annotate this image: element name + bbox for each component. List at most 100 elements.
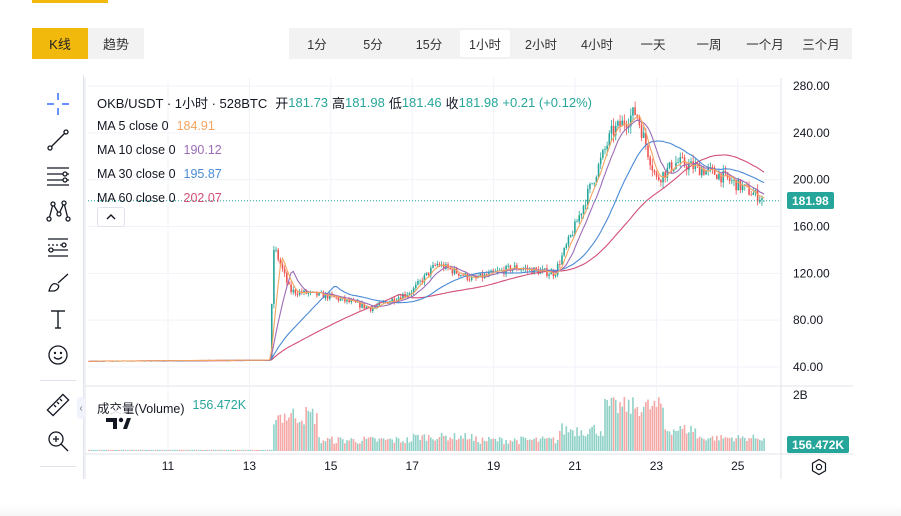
- volume-bar: [191, 449, 193, 451]
- volume-bar: [410, 441, 413, 451]
- interval-tab[interactable]: 4小时: [581, 38, 613, 52]
- volume-bar: [690, 425, 692, 451]
- candle-body: [391, 298, 393, 302]
- candle-body: [597, 164, 600, 177]
- interval-tab[interactable]: 1小时: [460, 30, 510, 57]
- mode-tab[interactable]: 趋势: [88, 28, 144, 59]
- volume-bar: [614, 399, 617, 451]
- panel-collapse-handle[interactable]: ‹: [77, 397, 85, 419]
- volume-bar: [726, 437, 729, 451]
- volume-bar: [303, 424, 305, 451]
- volume-bar: [197, 449, 200, 451]
- volume-bar: [404, 443, 406, 451]
- emoji-icon[interactable]: [42, 341, 74, 369]
- volume-bar: [445, 435, 447, 451]
- volume-bar: [550, 438, 553, 451]
- candle-body: [404, 293, 406, 297]
- legend-collapse-button[interactable]: [97, 207, 125, 227]
- interval-tab[interactable]: 5分: [363, 38, 383, 52]
- mode-tab[interactable]: K线: [32, 28, 88, 59]
- volume-bar: [157, 449, 159, 451]
- volume-bar: [754, 438, 757, 451]
- trendline-icon[interactable]: [42, 126, 74, 154]
- interval-tab[interactable]: 1分: [307, 38, 327, 52]
- ma-row[interactable]: MA 30 close 0 195.87: [97, 162, 596, 186]
- ma-row[interactable]: MA 10 close 0 190.12: [97, 138, 596, 162]
- volume-bar: [552, 437, 555, 451]
- volume-bar: [477, 442, 479, 451]
- interval-tab[interactable]: 一周: [696, 38, 722, 52]
- volume-bar: [122, 449, 125, 451]
- parallel-lines-icon[interactable]: [42, 161, 74, 189]
- candle-body: [318, 292, 320, 296]
- text-icon[interactable]: [42, 305, 74, 333]
- candle-body: [509, 265, 512, 271]
- candle-body: [610, 125, 613, 134]
- volume-bar: [215, 449, 217, 451]
- volume-bar: [522, 436, 525, 451]
- candle-body: [492, 270, 494, 272]
- volume-bar: [137, 449, 140, 451]
- candle-body: [559, 264, 561, 265]
- brush-icon[interactable]: [42, 269, 74, 297]
- ma-row[interactable]: MA 60 close 0 202.07: [97, 186, 596, 210]
- volume-bar: [326, 437, 329, 451]
- settings-gear-icon[interactable]: [810, 458, 828, 476]
- volume-bar: [737, 435, 740, 451]
- volume-bar: [202, 449, 204, 451]
- crosshair-icon[interactable]: [42, 90, 74, 118]
- volume-bar: [376, 441, 378, 451]
- volume-bar: [741, 436, 744, 451]
- ma-row[interactable]: MA 5 close 0 184.91: [97, 114, 596, 138]
- volume-bar: [470, 434, 473, 451]
- volume-bar: [169, 449, 172, 451]
- interval-tab[interactable]: 2小时: [525, 38, 557, 52]
- pattern-icon[interactable]: [42, 197, 74, 225]
- price-axis-label: 240.00: [793, 126, 830, 140]
- candle-body: [718, 173, 720, 180]
- volume-bar: [372, 437, 374, 451]
- volume-bar: [273, 424, 275, 451]
- volume-bar: [438, 437, 441, 451]
- volume-bar: [350, 438, 353, 451]
- volume-bar: [344, 443, 346, 451]
- candle-body: [518, 269, 520, 271]
- interval-tab[interactable]: 15分: [415, 38, 443, 52]
- open-label: 开: [275, 95, 289, 111]
- candle-body: [625, 125, 628, 128]
- volume-bar: [707, 438, 709, 451]
- zoom-in-icon[interactable]: [42, 427, 74, 455]
- symbol-title[interactable]: OKB/USDT · 1小时 · 528BTC: [97, 95, 268, 111]
- volume-bar: [296, 423, 299, 451]
- drawing-toolbar: [32, 75, 84, 479]
- candle-body: [470, 276, 473, 280]
- volume-bar: [436, 438, 439, 451]
- interval-tab[interactable]: 一天: [640, 38, 666, 52]
- volume-bar: [664, 429, 666, 451]
- fib-icon[interactable]: [42, 233, 74, 261]
- interval-tab[interactable]: 三个月: [802, 38, 840, 52]
- candle-body: [614, 125, 617, 136]
- candle-body: [694, 164, 697, 169]
- candle-body: [350, 300, 353, 303]
- interval-tab[interactable]: 一个月: [746, 38, 784, 52]
- candle-body: [430, 267, 432, 276]
- volume-bar: [574, 436, 576, 451]
- volume-bar: [591, 426, 593, 451]
- ruler-icon[interactable]: [42, 391, 74, 419]
- candle-body: [286, 273, 288, 283]
- volume-bar: [301, 420, 303, 451]
- volume-bar: [172, 449, 174, 451]
- volume-bar: [150, 449, 153, 451]
- volume-bar: [718, 440, 720, 451]
- volume-bar: [354, 442, 357, 451]
- volume-bar: [141, 449, 144, 451]
- time-axis-label: 21: [568, 459, 582, 473]
- high-label: 高: [332, 95, 346, 111]
- current-price-tag: 181.98: [787, 192, 834, 210]
- candle-body: [445, 264, 447, 269]
- volume-bar: [223, 449, 226, 451]
- volume-bar: [638, 416, 641, 451]
- volume-bar: [466, 439, 469, 451]
